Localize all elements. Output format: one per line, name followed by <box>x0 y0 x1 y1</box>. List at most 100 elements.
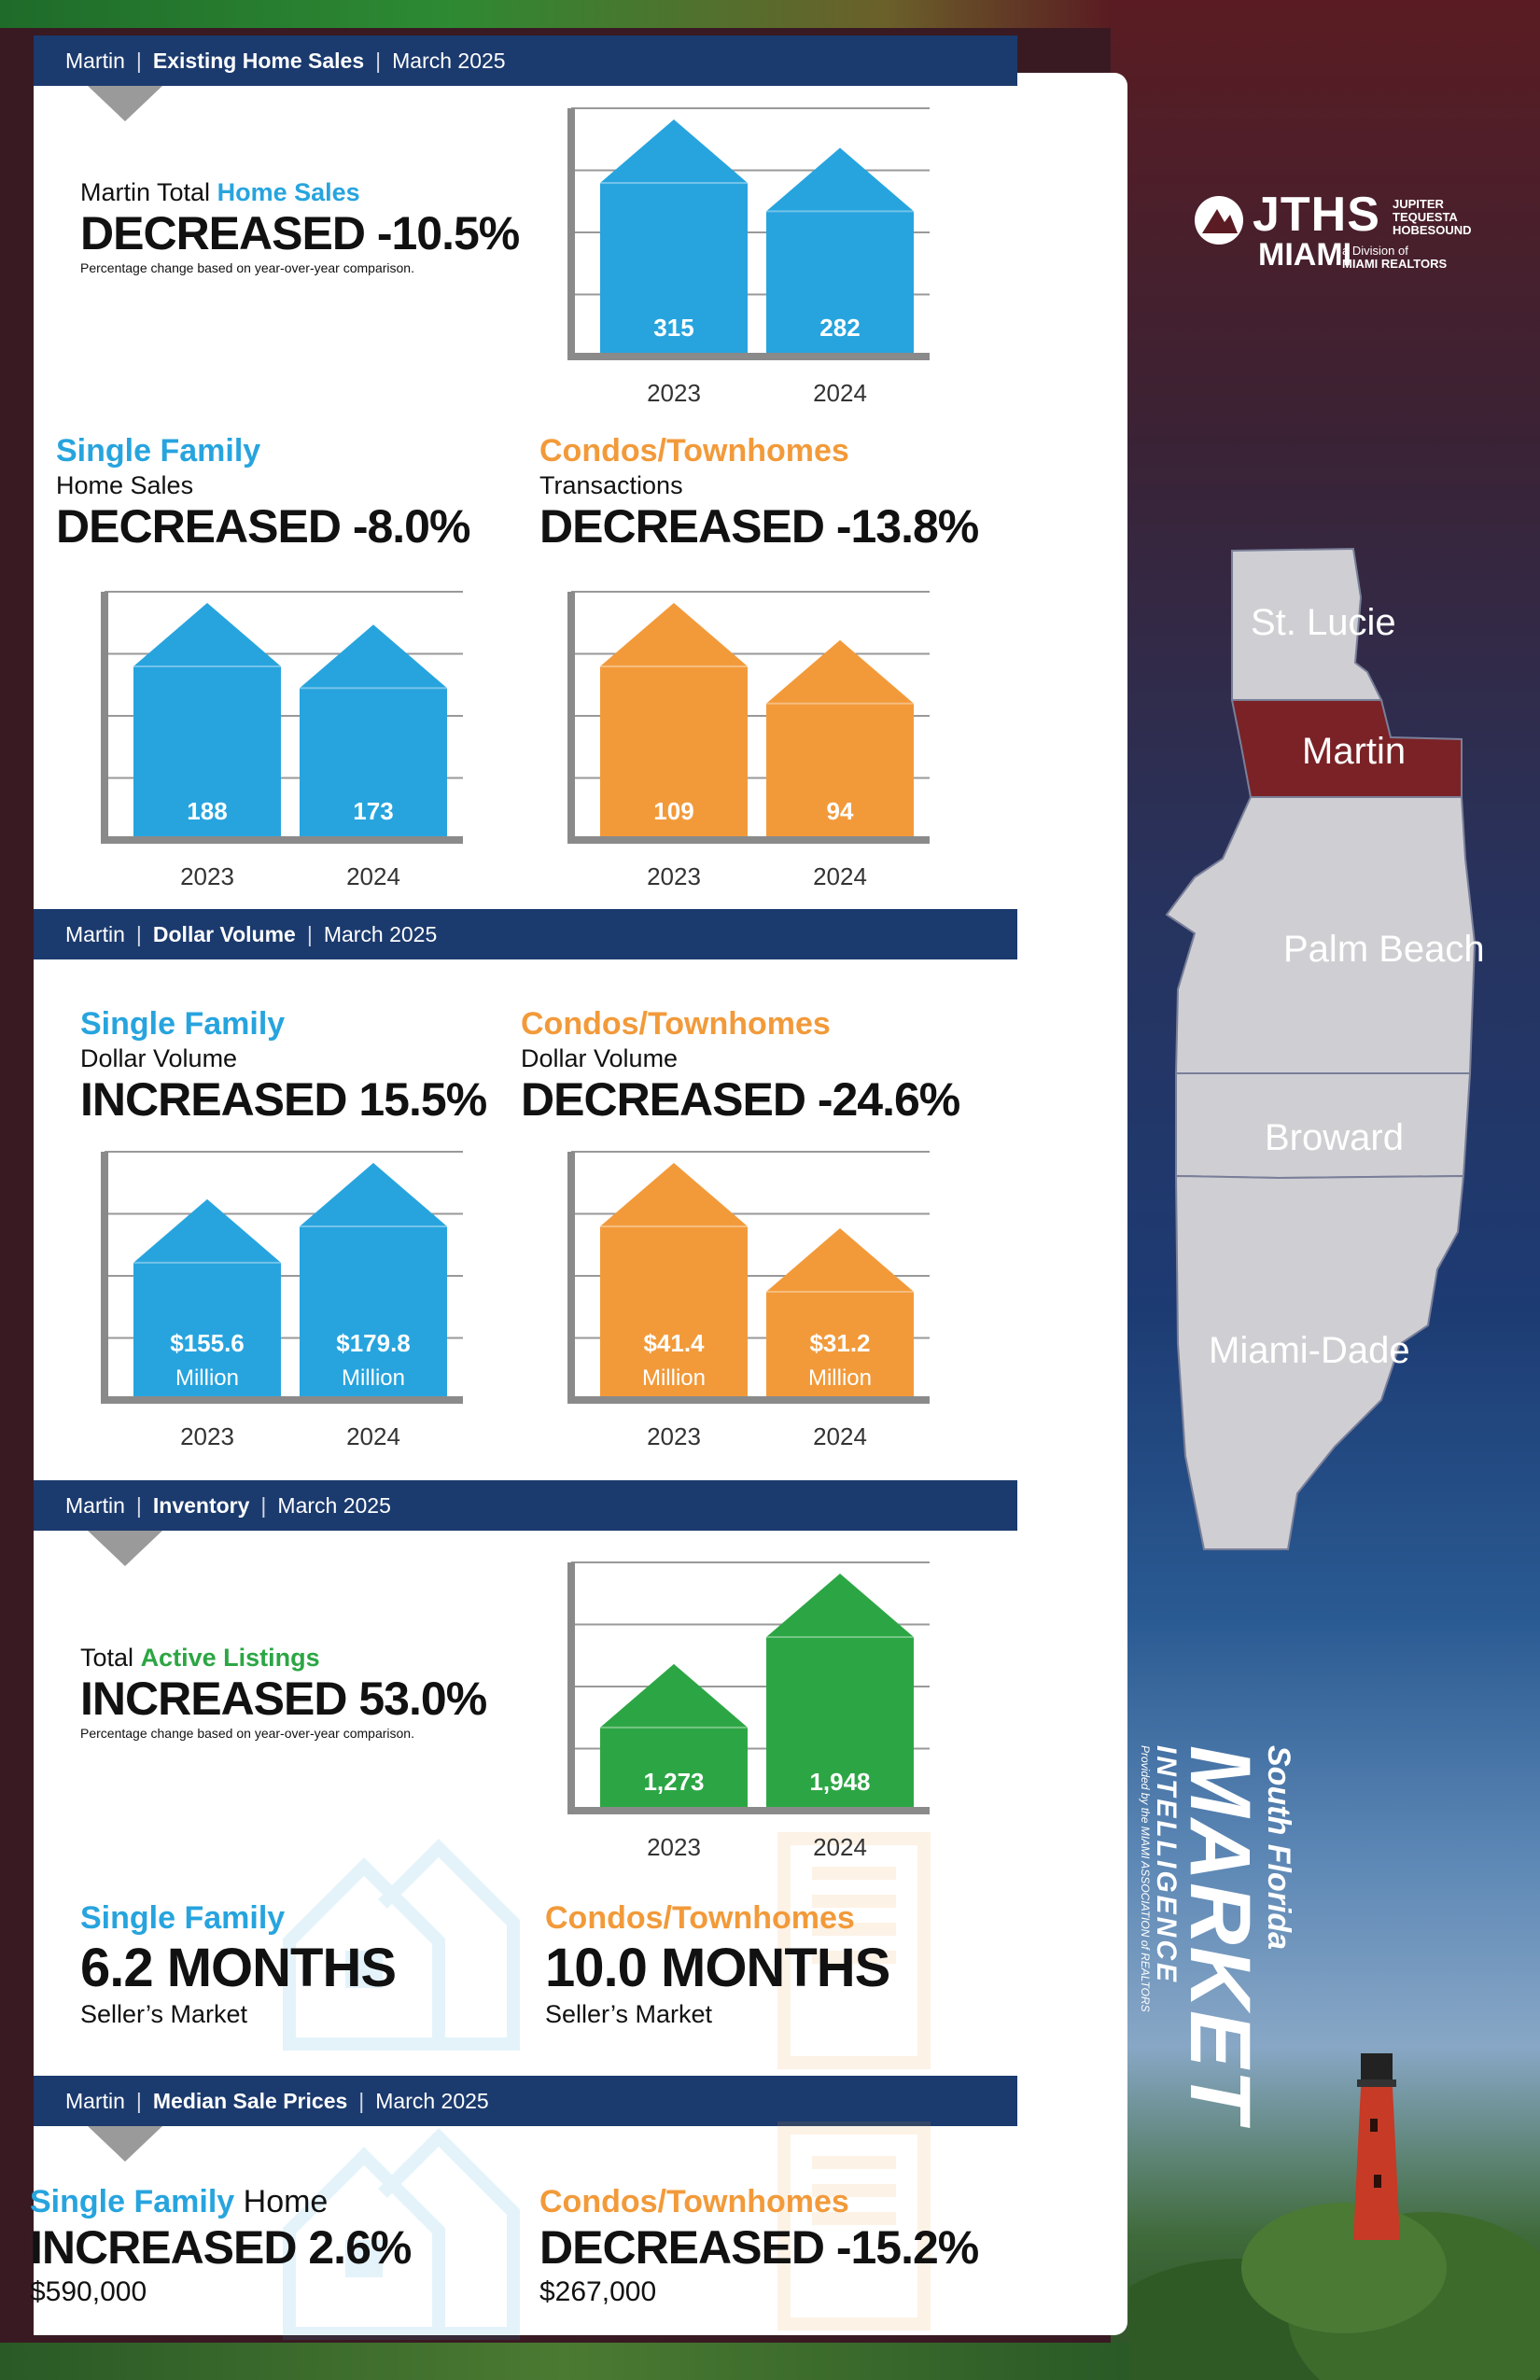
banner-area: Martin <box>65 2088 125 2113</box>
sf-sales-block: Single Family Home Sales DECREASED -8.0% <box>56 431 470 553</box>
tick-label: 2023 <box>180 862 234 890</box>
data-label: 1,948 <box>809 1768 870 1796</box>
county-martin <box>1230 699 1463 798</box>
listings-label: Total Active Listings <box>80 1643 486 1673</box>
bar <box>133 603 281 836</box>
logo-division-line: MIAMI REALTORS <box>1342 257 1448 271</box>
tick-label: 2024 <box>813 379 867 407</box>
banner-separator: | <box>306 921 313 946</box>
banner-pointer <box>88 1531 162 1566</box>
sf-median-headline: INCREASED 2.6% <box>30 2184 427 2274</box>
chart-total-home-sales: 315 2023 282 2024 <box>560 95 933 413</box>
headline-text: DECREASED -10.5% <box>80 207 520 259</box>
headline-text: DECREASED -24.6% <box>521 1073 960 1126</box>
county-label: Martin <box>1302 731 1406 772</box>
logo-name: JTHS <box>1253 188 1380 242</box>
banner-dollar-volume: Martin | Dollar Volume | March 2025 <box>34 909 1017 959</box>
condo-volume-headline: DECREASED -24.6% <box>521 1068 960 1126</box>
data-label: 1,273 <box>643 1768 704 1796</box>
total-sales-block: Martin Total Home Sales DECREASED -10.5%… <box>80 177 520 276</box>
banner-separator: | <box>135 2088 142 2113</box>
logo-city: TEQUESTA <box>1393 210 1458 224</box>
sf-months-sub: Seller’s Market <box>80 2000 248 2028</box>
condo-sales-headline: DECREASED -13.8% <box>539 495 979 553</box>
banner-pointer <box>88 2126 162 2162</box>
tick-label: 2023 <box>180 1422 234 1450</box>
county-label: Palm Beach <box>1283 929 1484 970</box>
sf-months-category: Single Family <box>80 1900 286 1936</box>
banner-separator: | <box>135 1492 142 1518</box>
chart-svg: 315 2023 282 2024 <box>567 107 930 407</box>
data-label: 94 <box>827 797 854 825</box>
bar <box>300 624 447 836</box>
chart-condo-dollar-volume: $41.4 Million 2023 $31.2 Million 2024 <box>560 1139 933 1456</box>
data-label: 109 <box>653 797 693 825</box>
banner-separator: | <box>135 48 142 73</box>
condo-median-headline: DECREASED -15.2% <box>539 2216 979 2274</box>
total-sales-label: Martin Total Home Sales <box>80 177 519 207</box>
data-label: 282 <box>819 314 860 342</box>
bar <box>133 1198 281 1396</box>
condo-months-headline: 10.0 MONTHS <box>545 1938 890 1998</box>
condo-volume-category: Condos/Townhomes <box>521 1006 831 1042</box>
bar <box>766 1227 914 1396</box>
chart-axis <box>567 108 930 360</box>
banner-title: Inventory <box>152 1492 250 1518</box>
banner-area: Martin <box>65 921 125 946</box>
tick-label: 2023 <box>647 1833 701 1861</box>
building-watermark-icon <box>777 2121 931 2331</box>
bar <box>300 1163 447 1396</box>
chart-svg: 188 2023 173 2024 <box>101 591 463 890</box>
tick-label: 2024 <box>813 1833 867 1861</box>
category-suffix: Home <box>243 2184 329 2219</box>
chart-axis <box>567 1562 930 1814</box>
category-highlight: Single Family <box>30 2184 235 2219</box>
sf-sales-headline: DECREASED -8.0% <box>56 495 470 553</box>
county-label: Miami-Dade <box>1209 1330 1410 1371</box>
banner-pointer <box>88 86 162 121</box>
bar <box>600 1163 748 1396</box>
logo-division: a Division of MIAMI REALTORS <box>1342 245 1447 271</box>
sf-volume-category: Single Family <box>80 1006 286 1042</box>
tick-label: 2023 <box>647 379 701 407</box>
banner-separator: | <box>135 921 142 946</box>
lighthouse-photo <box>1129 2053 1540 2380</box>
logo-miami: MIAMI <box>1258 237 1352 273</box>
banner-inventory: Martin | Inventory | March 2025 <box>34 1480 1017 1531</box>
tick-label: 2024 <box>346 862 400 890</box>
bar <box>766 639 914 836</box>
sf-median-category: Single Family Home <box>30 2182 411 2221</box>
chart-sf-home-sales: 188 2023 173 2024 <box>93 579 467 896</box>
chart-svg: 1,273 2023 1,948 2024 <box>567 1561 930 1861</box>
banner-area: Martin <box>65 48 125 73</box>
data-label: $155.6 <box>170 1329 245 1357</box>
banner-date: March 2025 <box>392 48 506 73</box>
chart-svg: 109 2023 94 2024 <box>567 591 930 890</box>
condo-median-price: $267,000 <box>539 2276 657 2307</box>
total-sales-note: Percentage change based on year-over-yea… <box>80 260 414 275</box>
data-unit-label: Million <box>175 1365 239 1391</box>
banner-separator: | <box>260 1492 267 1518</box>
headline-text: INCREASED 2.6% <box>30 2221 412 2274</box>
data-label: 188 <box>187 797 227 825</box>
tick-label: 2024 <box>813 1422 867 1450</box>
bar <box>766 1574 914 1807</box>
banner-title: Dollar Volume <box>152 921 296 946</box>
bottom-photo-strip <box>0 2343 1129 2380</box>
listings-headline: INCREASED 53.0% <box>80 1650 487 1725</box>
data-label: 315 <box>653 314 693 342</box>
bar <box>766 147 914 353</box>
label-prefix: Martin Total <box>80 178 211 206</box>
house-watermark-icon <box>283 2128 520 2340</box>
data-label: $31.2 <box>809 1329 870 1357</box>
content-card <box>34 73 1127 2335</box>
headline-text: DECREASED -15.2% <box>539 2221 979 2274</box>
headline-text: INCREASED 53.0% <box>80 1673 487 1725</box>
house-watermark-icon <box>283 1839 520 2051</box>
sf-sales-category: Single Family <box>56 433 261 469</box>
label-prefix: Total <box>80 1644 134 1672</box>
tick-label: 2023 <box>647 1422 701 1450</box>
chart-svg: $41.4 Million 2023 $31.2 Million 2024 <box>567 1151 930 1450</box>
data-unit-label: Million <box>808 1365 872 1391</box>
county-label: St. Lucie <box>1251 602 1396 643</box>
